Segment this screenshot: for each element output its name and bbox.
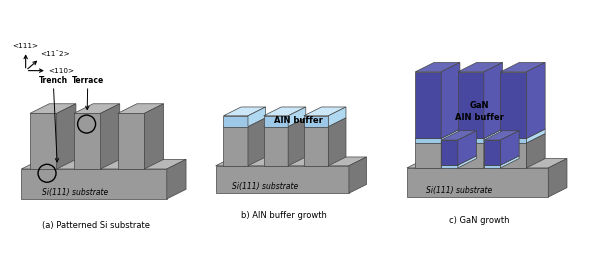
Polygon shape [484,131,519,140]
Polygon shape [415,129,460,138]
Polygon shape [21,159,186,169]
Polygon shape [500,131,519,165]
Polygon shape [441,156,476,165]
Polygon shape [248,107,266,127]
Polygon shape [458,143,484,168]
Text: Si(111) substrate: Si(111) substrate [42,188,108,197]
Polygon shape [21,169,167,199]
Polygon shape [100,104,120,169]
Polygon shape [500,156,519,168]
Polygon shape [216,157,366,166]
Polygon shape [441,131,476,140]
Polygon shape [415,143,441,168]
Polygon shape [441,140,458,165]
Text: Trench: Trench [39,76,68,85]
Polygon shape [484,134,503,168]
Polygon shape [304,116,328,127]
Polygon shape [526,129,545,143]
Polygon shape [500,134,545,143]
Polygon shape [415,63,460,72]
Polygon shape [526,63,545,138]
Polygon shape [415,138,441,143]
Polygon shape [288,118,306,166]
Polygon shape [526,134,545,168]
Polygon shape [223,127,248,166]
Polygon shape [458,134,503,143]
Text: <110>: <110> [48,68,74,74]
Polygon shape [349,157,366,193]
Text: Terrace: Terrace [71,76,104,85]
Text: AlN buffer: AlN buffer [455,113,504,122]
Text: <111>: <111> [12,43,39,49]
Text: Si(111) substrate: Si(111) substrate [426,186,492,195]
Text: Si(111) substrate: Si(111) substrate [232,182,298,191]
Polygon shape [458,129,503,138]
Text: <11¯2>: <11¯2> [40,51,70,57]
Text: b) AlN buffer growth: b) AlN buffer growth [241,211,327,220]
Text: AlN buffer: AlN buffer [273,116,323,125]
Polygon shape [304,127,328,166]
Polygon shape [484,156,519,165]
Polygon shape [500,129,545,138]
Polygon shape [74,104,120,113]
Polygon shape [500,63,545,72]
Polygon shape [500,138,526,143]
Polygon shape [458,72,484,138]
Polygon shape [328,107,346,127]
Polygon shape [458,156,476,168]
Polygon shape [441,134,460,168]
Polygon shape [118,113,144,169]
Polygon shape [500,72,526,138]
Polygon shape [484,140,500,165]
Polygon shape [264,127,288,166]
Polygon shape [167,159,186,199]
Polygon shape [30,104,76,113]
Polygon shape [548,159,567,197]
Polygon shape [144,104,163,169]
Polygon shape [415,72,441,138]
Polygon shape [304,118,346,127]
Polygon shape [223,107,266,116]
Text: c) GaN growth: c) GaN growth [450,216,510,225]
Polygon shape [223,116,248,127]
Polygon shape [458,138,484,143]
Polygon shape [407,168,548,197]
Polygon shape [500,143,526,168]
Polygon shape [458,131,476,165]
Polygon shape [216,166,349,193]
Polygon shape [264,116,288,127]
Polygon shape [441,165,458,168]
Polygon shape [56,104,76,169]
Text: (a) Patterned Si substrate: (a) Patterned Si substrate [42,221,150,230]
Polygon shape [288,107,306,127]
Polygon shape [30,113,56,169]
Text: GaN: GaN [470,101,489,110]
Polygon shape [328,118,346,166]
Polygon shape [441,129,460,143]
Polygon shape [223,118,266,127]
Polygon shape [304,107,346,116]
Polygon shape [74,113,100,169]
Polygon shape [264,118,306,127]
Polygon shape [458,63,503,72]
Polygon shape [484,165,500,168]
Polygon shape [118,104,163,113]
Polygon shape [441,63,460,138]
Polygon shape [484,63,503,138]
Polygon shape [264,107,306,116]
Polygon shape [248,118,266,166]
Polygon shape [484,129,503,143]
Polygon shape [407,159,567,168]
Polygon shape [415,134,460,143]
